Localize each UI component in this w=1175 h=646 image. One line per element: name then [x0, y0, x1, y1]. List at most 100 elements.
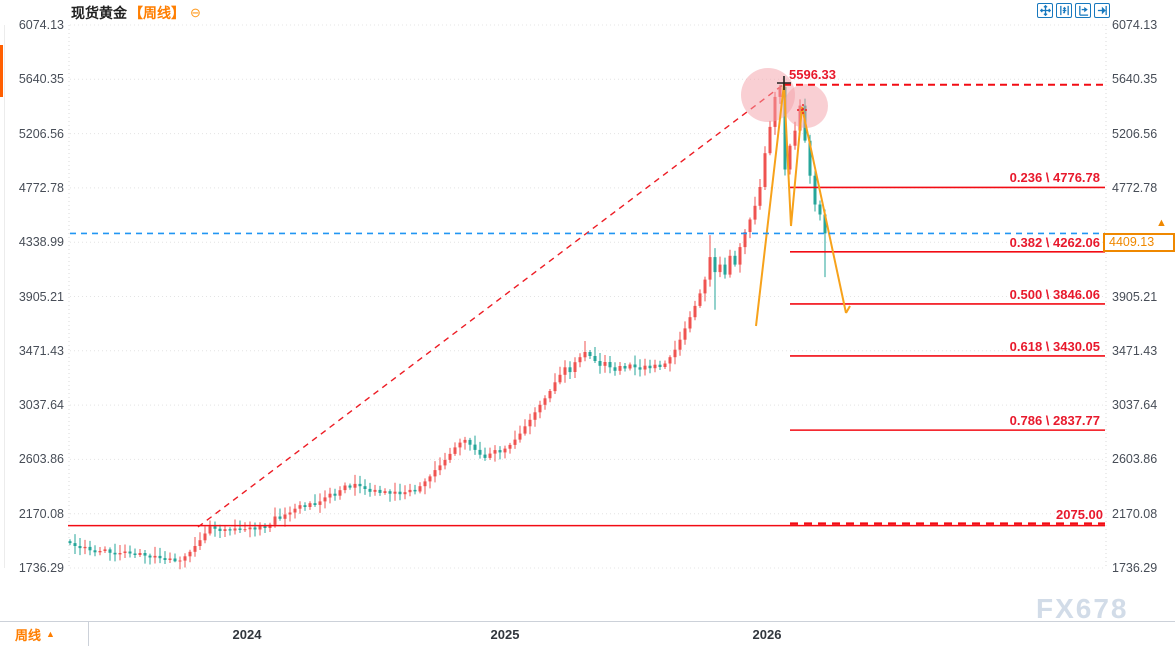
y-axis-label-left: 3037.64 [18, 398, 64, 413]
candle-body [208, 526, 212, 534]
candle-body [628, 364, 632, 369]
interval-up-arrow-icon: ▲ [46, 629, 55, 639]
current-price-box: 4409.13 [1103, 233, 1175, 252]
candle-body [328, 493, 332, 498]
candle-body [398, 491, 402, 495]
candle-body [768, 126, 772, 154]
candle-body [158, 555, 162, 559]
candle-body [448, 453, 452, 460]
candle-body [238, 528, 242, 530]
candle-body [613, 367, 617, 371]
candle-body [403, 492, 407, 495]
candle-body [698, 293, 702, 306]
candle-body [653, 364, 657, 369]
fit-x-axis-icon[interactable] [1075, 3, 1091, 18]
projection-path-end [845, 305, 851, 314]
candle-body [758, 187, 762, 206]
candle-body [333, 493, 337, 496]
candle-body [478, 449, 482, 455]
candle-body [738, 247, 742, 265]
fib-level-label[interactable]: 0.500 \ 3846.06 [1009, 286, 1100, 302]
candle-body [288, 512, 292, 515]
candle-body [823, 214, 827, 234]
candle-body [263, 526, 267, 528]
y-axis-label-right: 4772.78 [1112, 180, 1158, 195]
projection-path-drawing[interactable] [755, 83, 847, 327]
candle-body [808, 140, 812, 176]
candle-body [438, 465, 442, 471]
candlestick-series [68, 83, 827, 570]
candle-body [568, 367, 572, 373]
symbol-name: 现货黄金 [71, 5, 127, 21]
candle-body [98, 551, 102, 553]
candle-body [493, 450, 497, 454]
fib-level-label[interactable]: 0.236 \ 4776.78 [1009, 170, 1100, 186]
candle-body [298, 505, 302, 509]
candle-body [633, 364, 637, 368]
y-axis-label-left: 3905.21 [18, 289, 64, 304]
chart-toolbar [1037, 3, 1110, 18]
fib-level-label[interactable]: 0.786 \ 2837.77 [1009, 413, 1100, 429]
fit-y-axis-icon[interactable] [1056, 3, 1072, 18]
y-axis-label-right: 3471.43 [1112, 343, 1158, 358]
candle-body [118, 553, 122, 555]
peak-price-label: 5596.33 [789, 66, 836, 82]
candle-body [548, 391, 552, 399]
fib-level-label[interactable]: 0.382 \ 4262.06 [1009, 234, 1100, 250]
candle-body [123, 551, 127, 553]
candle-body [608, 362, 612, 368]
candle-body [318, 501, 322, 505]
fib-anchor-cross-2[interactable] [797, 104, 809, 116]
interval-selector[interactable]: 周线 ▲ [0, 621, 89, 646]
candle-body [813, 175, 817, 205]
candle-body [553, 382, 557, 392]
candle-body [573, 362, 577, 372]
left-scroll-indicator[interactable] [0, 45, 3, 97]
candle-body [313, 503, 317, 505]
candle-body [248, 527, 252, 530]
candle-body [103, 549, 107, 551]
candle-body [593, 356, 597, 361]
candle-body [638, 367, 642, 370]
candle-body [113, 552, 117, 555]
timeframe-tag: 【周线】 [129, 5, 185, 21]
highlight-circle-drawing[interactable] [784, 84, 828, 128]
candle-body [213, 526, 217, 529]
fib-level-label[interactable]: 0.618 \ 3430.05 [1009, 338, 1100, 354]
candle-body [648, 365, 652, 369]
indicator-toggle-icon[interactable]: ⊖ [190, 5, 201, 20]
y-axis-label-left: 3471.43 [18, 343, 64, 358]
candle-body [283, 514, 287, 519]
interval-label: 周线 [15, 627, 42, 643]
candle-body [563, 367, 567, 375]
y-axis-label-left: 6074.13 [18, 18, 64, 32]
y-axis-label-left: 4772.78 [18, 180, 64, 195]
candle-body [663, 363, 667, 367]
candle-body [423, 481, 427, 487]
fib-anchor-cross[interactable] [777, 76, 791, 90]
trendline-drawing[interactable] [197, 83, 785, 528]
candle-body [228, 529, 232, 531]
candle-body [73, 543, 77, 546]
candle-body [83, 546, 87, 549]
candle-body [498, 450, 502, 453]
candle-body [358, 483, 362, 487]
pan-move-icon[interactable] [1037, 3, 1053, 18]
time-axis[interactable] [0, 621, 1175, 646]
candle-body [363, 486, 367, 489]
candle-body [528, 419, 532, 427]
candle-body [718, 264, 722, 273]
candle-body [503, 448, 507, 453]
candle-body [538, 404, 542, 413]
candle-body [273, 516, 277, 525]
candle-body [308, 503, 312, 507]
candle-body [93, 550, 97, 553]
candle-body [708, 257, 712, 280]
candle-body [523, 426, 527, 434]
candle-body [453, 447, 457, 454]
y-axis-label-right: 3905.21 [1112, 289, 1158, 304]
go-to-latest-icon[interactable] [1094, 3, 1110, 18]
chart-title: 现货黄金 【周线】 ⊖ [71, 3, 201, 23]
